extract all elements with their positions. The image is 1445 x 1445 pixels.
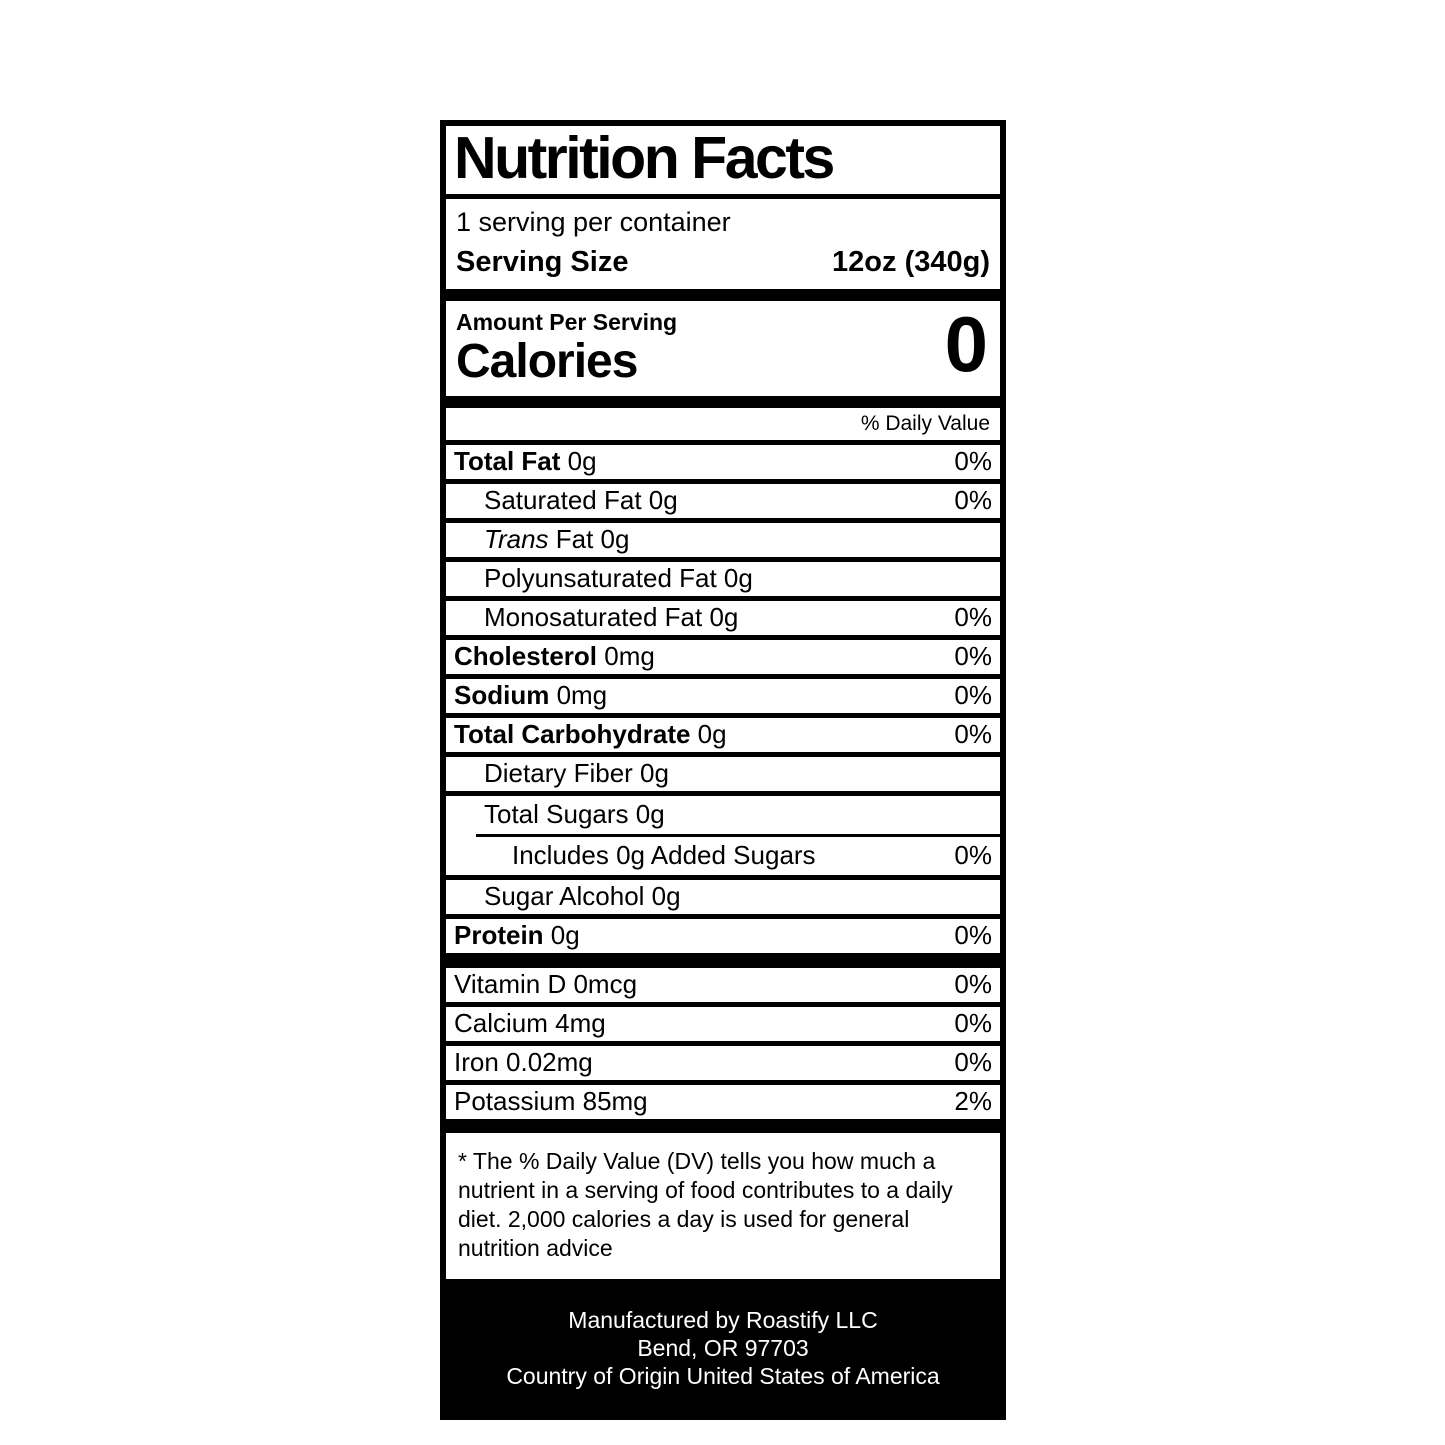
nutrient-name: Sodium 0mg — [454, 680, 608, 711]
row-trans-fat: Trans Fat 0g — [446, 522, 1000, 557]
nutrient-name: Calcium 4mg — [454, 1008, 606, 1039]
daily-value-pct: 0% — [954, 602, 992, 633]
nutrient-name: Dietary Fiber 0g — [484, 758, 669, 789]
nutrition-facts-header: Nutrition Facts — [446, 126, 1000, 194]
nutrient-name: Trans Fat 0g — [484, 524, 630, 555]
daily-value-pct: 0% — [954, 1008, 992, 1039]
row-sugar-alcohol: Sugar Alcohol 0g — [446, 879, 1000, 914]
row-calcium: Calcium 4mg 0% — [446, 1006, 1000, 1041]
daily-value-pct: 0% — [954, 718, 992, 749]
daily-value-pct: 0% — [954, 641, 992, 672]
daily-value-pct: 0% — [954, 485, 992, 516]
daily-value-header: % Daily Value — [446, 407, 1000, 440]
nutrient-name: Polyunsaturated Fat 0g — [484, 563, 753, 594]
row-added-sugars: Includes 0g Added Sugars 0% — [446, 837, 1000, 875]
manufacturer-line: Manufactured by Roastify LLC — [568, 1306, 878, 1333]
servings-per-container: 1 serving per container — [456, 206, 731, 237]
row-saturated-fat: Saturated Fat 0g 0% — [446, 483, 1000, 518]
row-dietary-fiber: Dietary Fiber 0g — [446, 756, 1000, 791]
added-sugars-divider — [476, 833, 1000, 837]
nutrient-name: Sugar Alcohol 0g — [484, 881, 681, 912]
country-of-origin: Country of Origin United States of Ameri… — [506, 1362, 940, 1389]
serving-size-label: Serving Size — [456, 245, 629, 278]
row-total-sugars: Total Sugars 0g — [446, 796, 1000, 834]
amount-per-serving-label: Amount Per Serving — [456, 308, 678, 335]
nutrient-name: Cholesterol 0mg — [454, 641, 655, 672]
serving-size-value: 12oz (340g) — [832, 245, 990, 278]
daily-value-pct: 0% — [954, 840, 992, 871]
row-sodium: Sodium 0mg 0% — [446, 678, 1000, 713]
daily-value-pct: 0% — [954, 680, 992, 711]
row-vitamin-d: Vitamin D 0mcg 0% — [446, 967, 1000, 1002]
calories-section: Amount Per Serving Calories 0 — [446, 299, 1000, 396]
sugars-group: Total Sugars 0g Includes 0g Added Sugars… — [446, 795, 1000, 875]
manufacturer-footer: Manufactured by Roastify LLC Bend, OR 97… — [446, 1284, 1000, 1420]
nutrient-name: Total Fat 0g — [454, 446, 597, 477]
calories-label: Calories — [456, 334, 638, 388]
manufacturer-address: Bend, OR 97703 — [637, 1334, 809, 1361]
nutrient-name: Vitamin D 0mcg — [454, 969, 638, 1000]
calories-value: 0 — [944, 299, 988, 388]
nutrition-facts-title: Nutrition Facts — [454, 125, 835, 191]
row-cholesterol: Cholesterol 0mg 0% — [446, 639, 1000, 674]
row-total-fat: Total Fat 0g 0% — [446, 444, 1000, 479]
row-protein: Protein 0g 0% — [446, 918, 1000, 953]
nutrition-facts-label: Nutrition Facts 1 serving per container … — [440, 120, 1006, 1420]
nutrient-name: Total Carbohydrate 0g — [454, 719, 727, 750]
daily-value-footnote: * The % Daily Value (DV) tells you how m… — [446, 1132, 1000, 1279]
daily-value-pct: 0% — [954, 920, 992, 951]
serving-size-line: Serving Size 12oz (340g) — [456, 246, 990, 279]
serving-info-section: 1 serving per container Serving Size 12o… — [446, 198, 1000, 289]
daily-value-pct: 0% — [954, 446, 992, 477]
row-polyunsaturated-fat: Polyunsaturated Fat 0g — [446, 561, 1000, 596]
row-monosaturated-fat: Monosaturated Fat 0g 0% — [446, 600, 1000, 635]
row-iron: Iron 0.02mg 0% — [446, 1045, 1000, 1080]
row-potassium: Potassium 85mg 2% — [446, 1084, 1000, 1119]
nutrient-name: Protein 0g — [454, 920, 580, 951]
nutrient-name: Saturated Fat 0g — [484, 485, 678, 516]
daily-value-pct: 0% — [954, 1047, 992, 1078]
nutrient-name: Iron 0.02mg — [454, 1047, 593, 1078]
nutrient-name: Includes 0g Added Sugars — [512, 840, 816, 871]
nutrient-name: Potassium 85mg — [454, 1086, 648, 1117]
daily-value-pct: 0% — [954, 969, 992, 1000]
daily-value-pct: 2% — [954, 1086, 992, 1117]
nutrient-name: Monosaturated Fat 0g — [484, 602, 739, 633]
row-total-carbohydrate: Total Carbohydrate 0g 0% — [446, 717, 1000, 752]
nutrient-name: Total Sugars 0g — [484, 799, 665, 830]
